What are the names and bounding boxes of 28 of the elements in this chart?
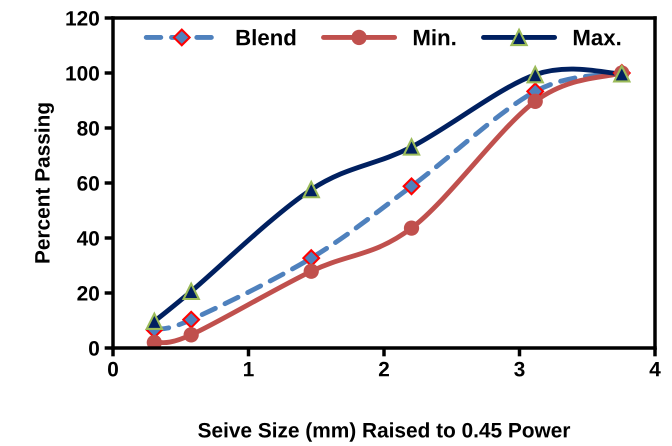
point xyxy=(146,312,164,330)
y-tick-label: 20 xyxy=(77,286,99,301)
point xyxy=(184,327,199,342)
x-axis-title: Seive Size (mm) Raised to 0.45 Power xyxy=(198,422,570,442)
point xyxy=(304,264,319,279)
y-tick-label: 0 xyxy=(89,341,99,356)
point xyxy=(528,94,543,109)
legend-label: Blend xyxy=(236,29,296,46)
y-axis-title: Percent Passing xyxy=(34,103,54,263)
y-tick-label: 100 xyxy=(66,66,99,81)
point xyxy=(302,180,320,198)
x-tick-label: 2 xyxy=(378,362,389,376)
legend-label: Min. xyxy=(414,29,456,46)
y-tick-label: 120 xyxy=(66,11,99,26)
x-tick-label: 0 xyxy=(108,362,118,376)
x-tick-label: 1 xyxy=(244,362,254,376)
x-tick-label: 3 xyxy=(514,362,525,377)
point xyxy=(402,138,420,156)
x-tick-label: 4 xyxy=(650,362,661,376)
point xyxy=(404,220,420,236)
point xyxy=(402,177,420,196)
y-tick-label: 60 xyxy=(77,176,99,191)
point xyxy=(182,310,200,329)
point xyxy=(182,282,200,300)
legend-label: Max. xyxy=(574,30,620,46)
point xyxy=(526,66,544,84)
y-tick-label: 80 xyxy=(77,121,99,136)
y-tick-label: 40 xyxy=(76,231,99,246)
